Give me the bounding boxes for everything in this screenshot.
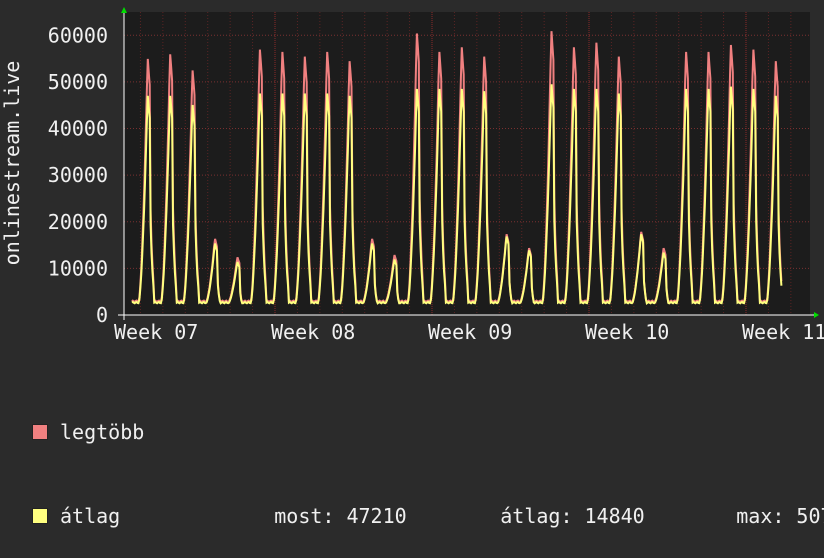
chart: Week 07 Week 08 Week 09 Week 10 Week 11 0 100… — [0, 7, 824, 344]
legend-label-avg: átlag — [60, 504, 121, 528]
legend: legtöbb átlag most: 47210 átlag: 14840 max… — [32, 362, 824, 558]
y-tick-label: 60000 — [48, 23, 108, 47]
legend-row-avg: átlag most: 47210 átlag: 14840 max: 50799 — [32, 502, 824, 530]
y-tick-label: 0 — [96, 303, 108, 327]
y-tick-label: 50000 — [48, 70, 108, 94]
stat-max-label: max: — [736, 504, 785, 528]
y-tick-label: 40000 — [48, 117, 108, 141]
stat-average-label: átlag: — [500, 504, 573, 528]
stat-average: átlag: 14840 — [428, 474, 664, 558]
y-tick-label: 20000 — [48, 210, 108, 234]
x-axis-ticks: Week 07 Week 08 Week 09 Week 10 Week 11 — [114, 320, 824, 344]
x-tick-label: Week 08 — [271, 320, 355, 344]
stat-max-value: 50799 — [796, 504, 824, 528]
legend-label-max: legtöbb — [60, 420, 145, 444]
x-tick-label: Week 07 — [114, 320, 198, 344]
legend-row-max: legtöbb — [32, 418, 824, 446]
stat-current-value: 47210 — [346, 504, 407, 528]
legend-swatch-max — [32, 424, 48, 440]
x-axis-arrow — [814, 312, 819, 318]
stat-max: max: 50799 — [664, 474, 824, 558]
series-atlag — [131, 84, 783, 306]
x-tick-label: Week 11 — [742, 320, 824, 344]
x-tick-label: Week 09 — [428, 320, 512, 344]
legend-swatch-avg — [32, 508, 48, 524]
stat-current: most: 47210 — [202, 474, 428, 558]
y-axis-ticks: 0 10000 20000 30000 40000 50000 60000 — [48, 23, 108, 327]
stat-current-label: most: — [274, 504, 335, 528]
y-tick-label: 30000 — [48, 163, 108, 187]
stat-average-value: 14840 — [584, 504, 645, 528]
x-tick-label: Week 10 — [585, 320, 669, 344]
y-axis-arrow — [121, 7, 127, 13]
y-tick-label: 10000 — [48, 256, 108, 280]
y-axis-label: onlinestream.live — [0, 61, 24, 266]
